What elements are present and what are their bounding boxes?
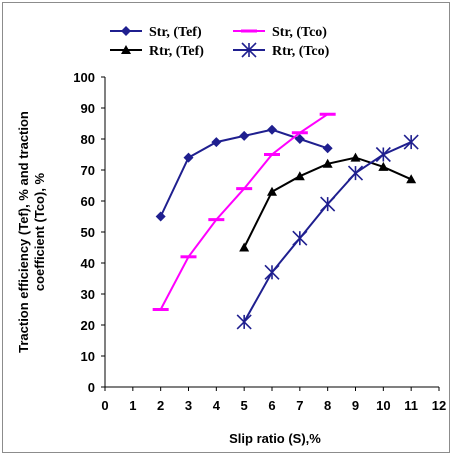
legend-label: Str, (Tco) [272, 25, 327, 40]
y-tick-label: 100 [73, 70, 95, 85]
x-tick-label: 7 [296, 398, 303, 413]
data-point [375, 146, 391, 163]
x-tick-label: 9 [352, 398, 359, 413]
x-tick-label: 10 [376, 398, 390, 413]
data-point [267, 124, 277, 135]
axes [101, 76, 440, 391]
data-point [236, 314, 252, 330]
series-line [159, 113, 329, 310]
data-point [211, 137, 222, 148]
data-point [322, 143, 333, 154]
series-2 [152, 112, 336, 311]
y-tick-label: 70 [81, 163, 95, 178]
chart-frame [2, 2, 450, 453]
y-tick-label: 50 [81, 225, 95, 240]
data-point [294, 134, 305, 144]
data-point [347, 165, 364, 181]
series-3 [239, 152, 417, 252]
x-tick-label: 3 [185, 398, 192, 413]
legend-item: Rtr, (Tco) [233, 42, 330, 59]
x-tick-label: 12 [432, 398, 446, 413]
legend-marker [121, 45, 131, 54]
y-tick-label: 0 [88, 380, 95, 395]
legend-marker [121, 26, 131, 36]
data-point [264, 264, 280, 280]
x-tick-label: 0 [101, 398, 108, 413]
x-tick-label: 5 [241, 398, 248, 413]
legend-item: Str, (Tef) [110, 25, 202, 40]
x-axis-title: Slip ratio (S),% [229, 431, 321, 446]
data-point [406, 174, 417, 184]
legend-label: Rtr, (Tco) [272, 44, 330, 59]
x-tick-labels: 0 1 2 3 4 5 6 7 8 9 10 11 12 [101, 398, 446, 413]
y-tick-label: 30 [81, 287, 95, 302]
y-axis-title-line-1: Traction efficiency (Tef), % and tractio… [16, 111, 31, 353]
data-point [378, 161, 389, 171]
data-point [294, 171, 305, 181]
series-line [159, 128, 328, 217]
y-axis-title-line-2: coefficient (Tco), % [32, 172, 47, 291]
x-tick-label: 1 [129, 398, 136, 413]
series-4 [236, 134, 419, 330]
x-tick-label: 8 [324, 398, 331, 413]
data-point [403, 134, 419, 150]
data-point [239, 242, 250, 252]
y-tick-labels: 0 10 20 30 40 50 60 70 80 90 100 [73, 70, 95, 395]
data-point [320, 196, 336, 212]
x-tick-label: 6 [268, 398, 275, 413]
y-tick-label: 60 [81, 194, 95, 209]
legend-label: Rtr, (Tef) [149, 44, 204, 59]
data-point [267, 186, 277, 196]
legend-marker [241, 42, 257, 58]
data-point [155, 211, 166, 222]
y-tick-label: 40 [81, 256, 95, 271]
legend-item: Str, (Tco) [233, 25, 327, 40]
series-layer [152, 112, 419, 330]
x-tick-label: 2 [157, 398, 164, 413]
y-axis-title: Traction efficiency (Tef), % and tractio… [16, 111, 47, 353]
y-tick-label: 90 [81, 101, 95, 116]
data-point [183, 152, 194, 163]
y-tick-label: 20 [81, 318, 95, 333]
x-tick-label: 11 [404, 398, 418, 413]
data-point [239, 130, 250, 141]
series-1 [155, 124, 333, 222]
y-tick-label: 80 [81, 132, 95, 147]
data-point [292, 230, 308, 246]
data-point [322, 158, 333, 168]
legend-item: Rtr, (Tef) [110, 44, 204, 59]
y-tick-label: 10 [81, 349, 95, 364]
data-point [350, 152, 361, 162]
legend: Str, (Tef) Str, (Tco) Rtr, (Tef) Rtr, (Tco) [110, 25, 330, 59]
legend-label: Str, (Tef) [149, 25, 202, 40]
x-tick-label: 4 [213, 398, 221, 413]
